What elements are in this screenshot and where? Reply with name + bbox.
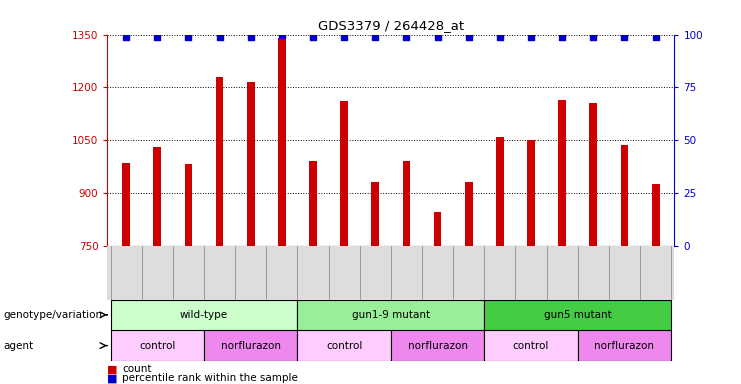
Point bbox=[556, 34, 568, 40]
Text: gun5 mutant: gun5 mutant bbox=[544, 310, 611, 320]
Bar bbox=[578, 330, 671, 361]
Bar bbox=[589, 103, 597, 246]
Text: wild-type: wild-type bbox=[180, 310, 228, 320]
Bar bbox=[297, 300, 485, 330]
Bar bbox=[527, 140, 535, 246]
Bar bbox=[433, 212, 442, 246]
Text: gun1-9 mutant: gun1-9 mutant bbox=[352, 310, 430, 320]
Bar bbox=[185, 164, 193, 246]
Point bbox=[213, 34, 225, 40]
Bar bbox=[558, 100, 566, 246]
Bar bbox=[110, 300, 297, 330]
Point bbox=[588, 34, 599, 40]
Point bbox=[338, 34, 350, 40]
Point bbox=[151, 34, 163, 40]
Text: control: control bbox=[139, 341, 176, 351]
Bar bbox=[371, 182, 379, 246]
Point bbox=[120, 34, 132, 40]
Point bbox=[182, 34, 194, 40]
Text: control: control bbox=[513, 341, 549, 351]
Text: ■: ■ bbox=[107, 373, 118, 383]
Point bbox=[276, 31, 288, 38]
Point bbox=[369, 34, 381, 40]
Bar bbox=[247, 82, 255, 246]
Bar bbox=[216, 77, 224, 246]
Text: norflurazon: norflurazon bbox=[594, 341, 654, 351]
Bar bbox=[204, 330, 297, 361]
Bar bbox=[297, 330, 391, 361]
Bar bbox=[153, 147, 162, 246]
Text: percentile rank within the sample: percentile rank within the sample bbox=[122, 373, 298, 383]
Point bbox=[619, 34, 631, 40]
Point bbox=[307, 34, 319, 40]
Text: genotype/variation: genotype/variation bbox=[4, 310, 103, 320]
Bar bbox=[485, 300, 671, 330]
Point bbox=[401, 34, 413, 40]
Text: norflurazon: norflurazon bbox=[408, 341, 468, 351]
Bar bbox=[122, 163, 130, 246]
Point bbox=[463, 34, 475, 40]
Text: agent: agent bbox=[4, 341, 34, 351]
Bar bbox=[485, 330, 578, 361]
Bar bbox=[652, 184, 659, 246]
Bar bbox=[465, 182, 473, 246]
Point bbox=[432, 34, 444, 40]
Bar bbox=[278, 38, 286, 246]
Text: count: count bbox=[122, 364, 152, 374]
Point bbox=[494, 34, 506, 40]
Bar bbox=[402, 161, 411, 246]
Bar bbox=[110, 330, 204, 361]
Bar bbox=[620, 146, 628, 246]
Bar bbox=[309, 161, 317, 246]
Title: GDS3379 / 264428_at: GDS3379 / 264428_at bbox=[318, 19, 464, 32]
Bar bbox=[391, 330, 485, 361]
Point bbox=[245, 34, 256, 40]
Text: control: control bbox=[326, 341, 362, 351]
Text: norflurazon: norflurazon bbox=[221, 341, 281, 351]
Bar bbox=[340, 101, 348, 246]
Bar bbox=[496, 137, 504, 246]
Point bbox=[650, 34, 662, 40]
Point bbox=[525, 34, 537, 40]
Text: ■: ■ bbox=[107, 364, 118, 374]
